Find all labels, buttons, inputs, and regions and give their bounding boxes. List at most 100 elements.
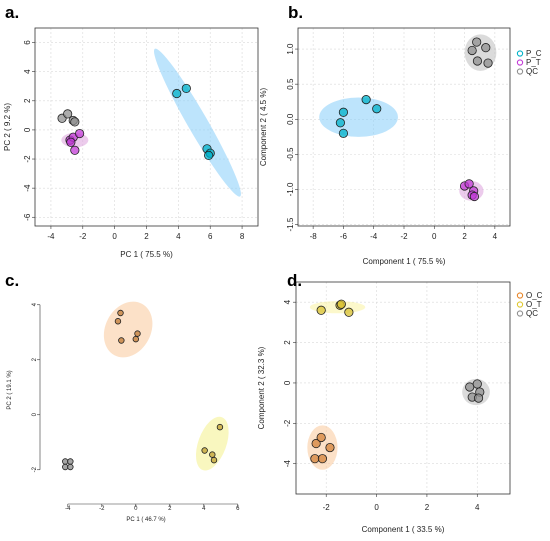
data-point [134,330,141,337]
panel-label: a. [5,3,19,22]
data-point [361,95,371,105]
plot-frame [295,281,511,495]
y-tick-label: 0 [23,127,32,132]
data-point [472,56,483,66]
legend-label: QC [526,67,538,76]
plot-area [319,34,497,202]
legend-label: P_T [526,58,541,67]
panel-c: -4 -2 0 2 4 6 -2 0 2 4 PC 1 ( 46.7 %) PC 2 ( 19.1 %… [5,271,240,523]
confidence-ellipse [103,301,153,358]
data-point [372,104,382,114]
panel-label: d. [287,271,302,290]
legend-marker [516,50,524,57]
panel-label: b. [288,3,303,22]
data-point [132,335,139,343]
panel-d: -2 0 2 4 -4 -2 0 2 4 Component 1 ( 33.5 %) Compone… [257,271,543,534]
y-tick-label: 0.5 [286,78,295,90]
y-tick-label: -2 [32,466,38,472]
data-point [216,423,224,431]
y-tick-label: 4 [23,69,32,74]
y-tick-label: -2 [283,419,292,427]
panel-a: -4 -2 0 2 4 6 8 -6 -4 -2 0 2 4 6 PC 1 ( 75.5 %) PC 2 ( … [3,3,259,259]
plot-area [57,48,241,197]
y-tick-label: -2 [23,155,32,163]
y-tick-label: 6 [23,40,32,45]
y-tick-label: -4 [283,460,292,468]
data-point [201,447,208,454]
data-point [117,309,124,317]
x-tick-label: 8 [240,232,245,241]
y-axis-label: PC 2 ( 19.1 %) [7,370,13,409]
y-tick-label: 4 [32,302,38,306]
legend-marker [516,68,524,75]
data-point [464,179,474,189]
x-tick-label: 0 [432,232,437,241]
data-point [317,454,328,464]
y-tick-label: 2 [283,340,292,345]
data-point [66,137,76,147]
x-axis-label: PC 1 ( 46.7 %) [126,517,165,523]
x-tick-label: 0 [112,232,117,241]
x-tick-label: -4 [65,506,71,512]
legend-marker [516,310,524,317]
data-point [316,432,326,443]
data-point [465,382,475,392]
data-point [67,458,74,465]
y-tick-label: -0.5 [286,147,295,161]
data-point [336,299,346,309]
legend-label: O_T [526,300,542,309]
data-point [67,463,74,471]
confidence-ellipse [195,416,229,471]
legend-marker [516,292,524,299]
x-tick-label: -2 [400,232,408,241]
data-point [469,191,480,202]
y-tick-label: 2 [23,98,32,103]
y-tick-label: 4 [283,299,292,304]
x-tick-label: 4 [202,506,206,512]
data-point [114,318,122,325]
panel-label: c. [5,271,19,290]
y-tick-label: 0 [32,412,38,416]
legend-marker [516,59,524,66]
y-tick-label: 0.0 [286,113,295,125]
x-tick-label: -2 [79,232,87,241]
x-axis-label: PC 1 ( 75.5 %) [120,250,173,259]
data-point [63,109,73,119]
y-axis-label: Component 2 ( 4.5 %) [259,88,268,167]
x-tick-label: 4 [176,232,181,241]
x-axis-label: Component 1 ( 75.5 %) [363,257,446,266]
y-tick-label: 0 [283,380,292,385]
y-tick-label: -4 [23,184,32,192]
data-point [472,37,482,47]
data-point [310,454,320,464]
x-tick-label: 2 [462,232,467,241]
x-tick-label: -4 [47,232,55,241]
x-tick-label: 6 [208,232,213,241]
data-point [473,393,484,403]
x-tick-label: 4 [475,503,480,512]
data-point [481,43,491,53]
data-point [325,442,335,453]
y-tick-label: -1.5 [286,217,295,231]
legend-label: QC [526,309,538,318]
plot-area [307,299,490,470]
x-tick-label: 0 [134,506,138,512]
legend-marker [516,301,524,308]
confidence-ellipse [319,97,398,137]
x-tick-label: 4 [493,232,498,241]
data-point [209,451,216,458]
data-point [472,379,482,389]
y-axis-label: PC 2 ( 9.2 %) [3,103,12,151]
y-tick-label: -1.0 [286,182,295,196]
y-tick-label: 2 [32,357,38,361]
data-point [316,305,326,315]
x-tick-label: -2 [99,506,105,512]
legend-label: O_C [526,291,543,300]
x-tick-label: -6 [340,232,348,241]
data-point [338,128,349,138]
data-point [210,456,218,464]
data-point [344,307,354,317]
panel-b: -8 -6 -4 -2 0 2 4 -1.5 -1.0 -0.5 0.0 0.5 1.0 Componen… [259,3,542,266]
data-point [483,58,493,68]
